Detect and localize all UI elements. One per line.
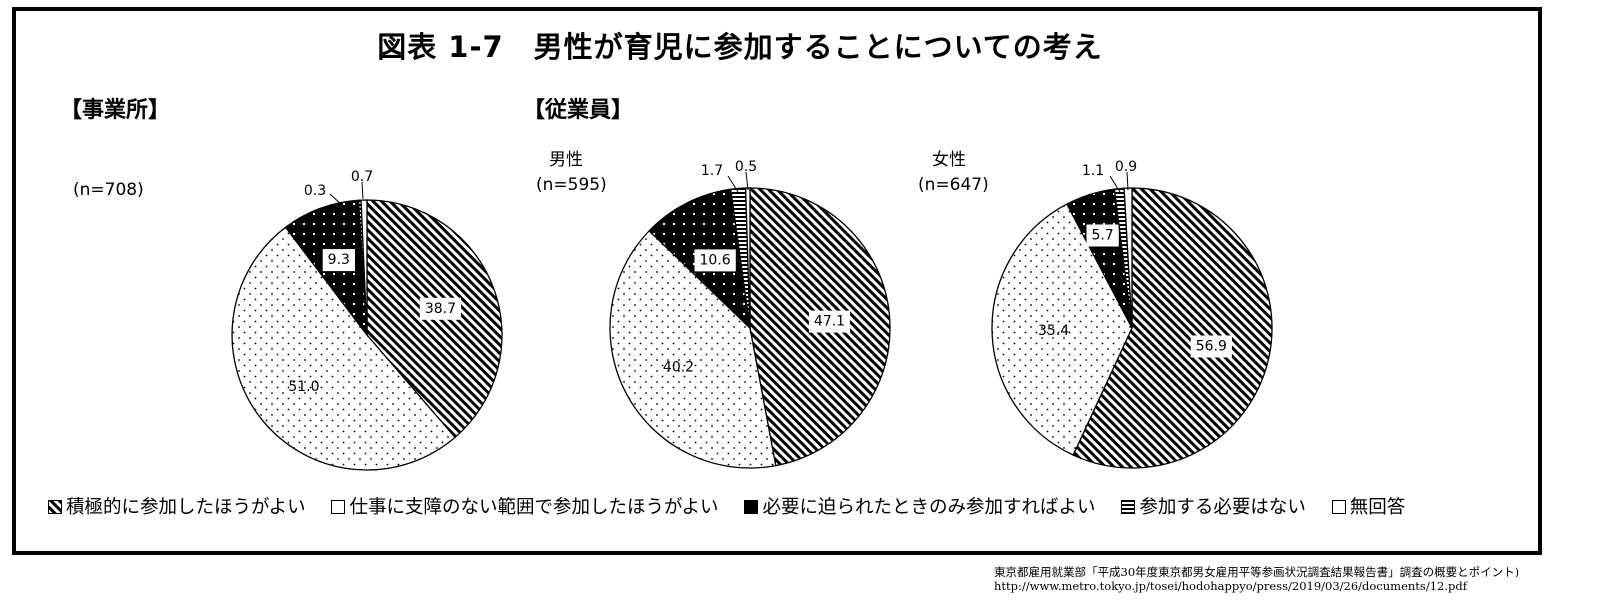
pie-label-box bbox=[1086, 224, 1119, 247]
legend-swatch-horizontal-icon bbox=[1121, 500, 1136, 514]
pie-male-n: (n=595) bbox=[536, 175, 607, 195]
leader-line bbox=[727, 175, 739, 193]
pie-slice bbox=[360, 199, 368, 336]
leader-line bbox=[745, 171, 749, 191]
pie-value-label: 9.3 bbox=[328, 252, 350, 268]
pie-label-box bbox=[1190, 335, 1232, 358]
pie-value-label: 40.2 bbox=[663, 360, 694, 376]
pie-female-n: (n=647) bbox=[918, 175, 989, 195]
legend-item: 積極的に参加したほうがよい bbox=[48, 493, 306, 519]
pie-value-label: 1.7 bbox=[701, 163, 723, 179]
leader-line bbox=[1126, 171, 1129, 191]
section-label-office: 【事業所】 bbox=[60, 98, 171, 123]
pie-label-box bbox=[322, 249, 355, 272]
leader-line bbox=[329, 193, 343, 206]
legend-swatch-dots-icon bbox=[331, 500, 346, 514]
pie-value-label: 0.9 bbox=[1115, 159, 1137, 175]
pie-value-label: 47.1 bbox=[814, 314, 845, 330]
pie-male-subtitle: 男性 bbox=[549, 150, 583, 170]
legend: 積極的に参加したほうがよい 仕事に支障のない範囲で参加したほうがよい 必要に迫ら… bbox=[48, 493, 1425, 519]
pie-value-label: 10.6 bbox=[700, 252, 731, 268]
legend-swatch-empty-icon bbox=[1331, 500, 1346, 514]
pie-office-n: (n=708) bbox=[73, 180, 144, 200]
leader-line bbox=[1109, 175, 1121, 193]
legend-swatch-diagonal-icon bbox=[48, 500, 62, 514]
pie-female-subtitle: 女性 bbox=[932, 150, 966, 170]
legend-item: 参加する必要はない bbox=[1121, 493, 1306, 519]
chart-title: 図表 1-7 男性が育児に参加することについての考え bbox=[377, 30, 1103, 64]
pie-value-label: 0.5 bbox=[735, 159, 757, 175]
pie-slice bbox=[1072, 187, 1273, 469]
pie-slice bbox=[231, 226, 456, 471]
pie-office: 38.7 51.0 9.3 0.3 0.7 bbox=[231, 169, 503, 471]
source-note: 東京都雇用就業部「平成30年度東京都男女雇用平等参画状況調査結果報告書」調査の概… bbox=[994, 565, 1519, 593]
pie-value-label: 38.7 bbox=[425, 301, 456, 317]
pie-female: 56.9 35.4 5.7 1.1 0.9 bbox=[991, 159, 1273, 469]
pie-label-box bbox=[419, 297, 461, 320]
legend-item: 必要に迫られたときのみ参加すればよい bbox=[744, 493, 1095, 519]
pie-male: 47.1 40.2 10.6 1.7 0.5 bbox=[609, 159, 891, 469]
pie-value-label: 5.7 bbox=[1091, 228, 1113, 244]
source-url: http://www.metro.tokyo.jp/tosei/hodohapp… bbox=[994, 579, 1467, 593]
source-line: 東京都雇用就業部「平成30年度東京都男女雇用平等参画状況調査結果報告書」調査の概… bbox=[994, 565, 1520, 579]
legend-label: 必要に迫られたときのみ参加すればよい bbox=[762, 497, 1096, 518]
pie-value-label: 0.3 bbox=[304, 183, 326, 199]
legend-item: 無回答 bbox=[1331, 493, 1406, 519]
legend-label: 積極的に参加したほうがよい bbox=[66, 497, 306, 518]
pie-value-label: 1.1 bbox=[1082, 163, 1104, 179]
legend-label: 無回答 bbox=[1349, 497, 1406, 518]
pie-value-label: 56.9 bbox=[1196, 339, 1227, 355]
pie-slice bbox=[991, 203, 1133, 456]
legend-label: 仕事に支障のない範囲で参加したほうがよい bbox=[349, 497, 719, 518]
pie-label-box bbox=[694, 249, 736, 272]
pie-label-box bbox=[808, 310, 851, 333]
pie-value-label: 51.0 bbox=[288, 379, 319, 395]
legend-label: 参加する必要はない bbox=[1139, 497, 1306, 518]
pie-slice bbox=[609, 229, 777, 469]
pie-value-label: 35.4 bbox=[1038, 323, 1069, 339]
legend-swatch-black-icon bbox=[744, 500, 759, 514]
section-label-employees: 【従業員】 bbox=[523, 98, 634, 123]
legend-item: 仕事に支障のない範囲で参加したほうがよい bbox=[331, 493, 719, 519]
leader-line bbox=[361, 181, 364, 200]
pie-value-label: 0.7 bbox=[351, 169, 373, 185]
